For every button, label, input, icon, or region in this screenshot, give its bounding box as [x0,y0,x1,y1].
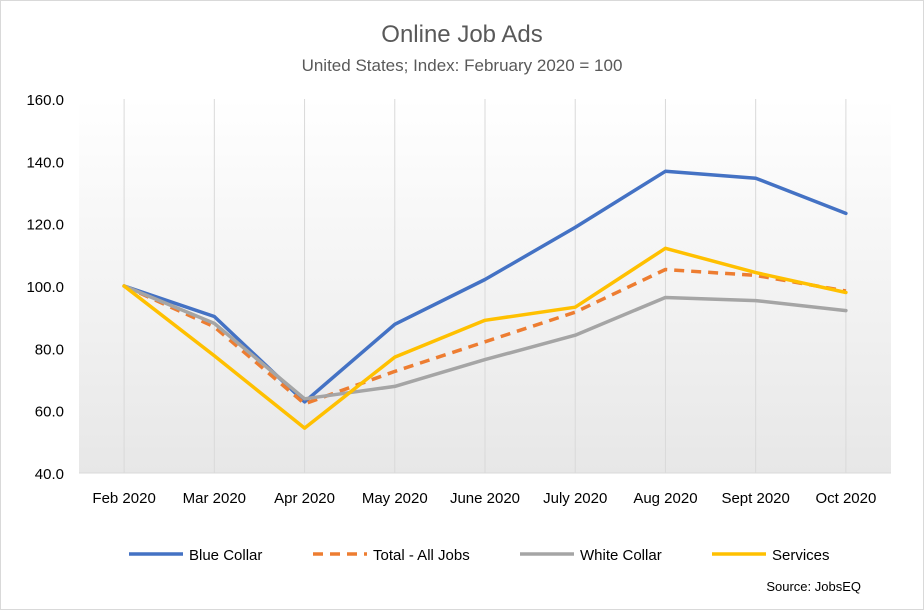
y-axis: 40.0 60.0 80.0 100.0 120.0 140.0 160.0 [26,92,64,483]
x-tick-label: July 2020 [543,490,607,507]
y-tick-label: 140.0 [26,154,64,171]
legend-label: Blue Collar [189,547,262,564]
y-tick-label: 120.0 [26,217,64,234]
series-line-blue-collar [122,169,848,404]
x-tick-label: Oct 2020 [815,490,876,507]
plot-area [79,99,891,474]
series-line-services [122,246,848,430]
source-note: Source: JobsEQ [766,579,861,594]
legend-label: Services [772,547,830,564]
y-tick-label: 160.0 [26,92,64,109]
x-tick-label: May 2020 [362,490,428,507]
x-axis: Feb 2020 Mar 2020 Apr 2020 May 2020 June 202… [92,490,876,507]
x-tick-label: Aug 2020 [633,490,697,507]
series-line-total-all-jobs [123,267,847,406]
chart-subtitle: United States; Index: February 2020 = 10… [302,56,623,75]
y-tick-label: 40.0 [35,466,64,483]
y-tick-label: 100.0 [26,279,64,296]
x-tick-label: Feb 2020 [92,490,155,507]
legend-label: White Collar [580,547,662,564]
chart-title: Online Job Ads [381,21,542,48]
x-tick-label: Mar 2020 [183,490,246,507]
legend-label: Total - All Jobs [373,547,470,564]
y-tick-label: 80.0 [35,341,64,358]
x-tick-label: June 2020 [450,490,520,507]
legend: Blue Collar Total - All Jobs White Collar S… [129,547,830,564]
series-layer [122,169,848,430]
x-tick-label: Sept 2020 [721,490,789,507]
y-tick-label: 60.0 [35,404,64,421]
series-line-white-collar [122,284,848,401]
x-tick-label: Apr 2020 [274,490,335,507]
